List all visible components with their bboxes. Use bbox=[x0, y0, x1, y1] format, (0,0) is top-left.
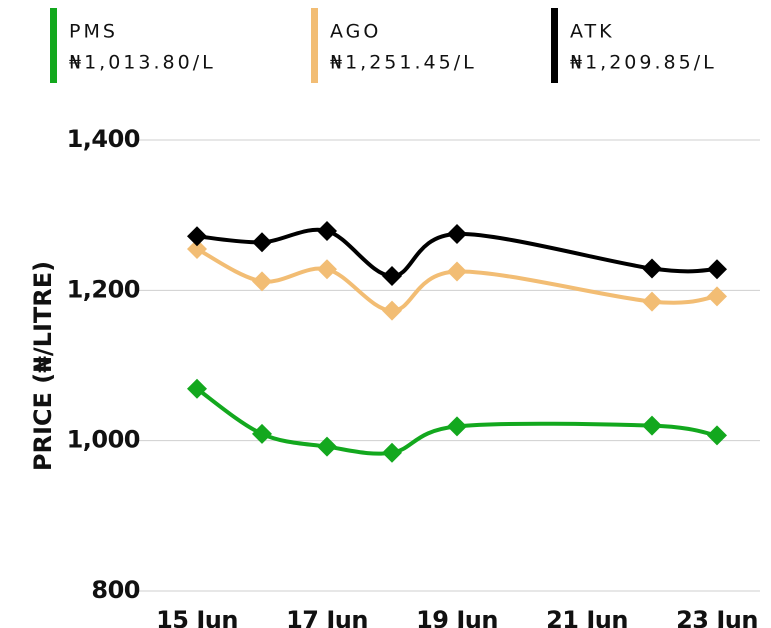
y-tick-label: 1,200 bbox=[67, 275, 140, 303]
marker bbox=[317, 221, 337, 241]
legend-value: ₦1,251.45/L bbox=[330, 52, 477, 74]
legend-label: ATK bbox=[570, 21, 615, 43]
legend-value: ₦1,209.85/L bbox=[570, 52, 717, 74]
legend-swatch bbox=[311, 8, 318, 83]
y-tick-label: 1,000 bbox=[67, 426, 140, 454]
y-axis-title: PRICE (₦/LITRE) bbox=[29, 261, 57, 471]
x-tick-label: 23 Jun bbox=[676, 606, 758, 628]
marker bbox=[252, 232, 272, 252]
y-tick-label: 1,400 bbox=[67, 125, 140, 153]
y-tick-label: 800 bbox=[91, 576, 140, 604]
marker bbox=[382, 443, 402, 463]
marker bbox=[707, 425, 727, 445]
marker bbox=[382, 266, 402, 286]
marker bbox=[317, 437, 337, 457]
marker bbox=[382, 301, 402, 321]
legend-swatch bbox=[551, 8, 558, 83]
legend-value: ₦1,013.80/L bbox=[69, 52, 216, 74]
legend-swatch bbox=[50, 8, 57, 83]
chart: PRICE (₦/LITRE) 800 1,000 1,200 1,400 15 Jun… bbox=[0, 0, 771, 628]
marker bbox=[642, 292, 662, 312]
marker bbox=[707, 259, 727, 279]
marker bbox=[447, 262, 467, 282]
x-tick-label: 17 Jun bbox=[286, 606, 368, 628]
x-tick-label: 19 Jun bbox=[416, 606, 498, 628]
marker bbox=[642, 416, 662, 436]
marker bbox=[642, 259, 662, 279]
marker bbox=[317, 259, 337, 279]
marker bbox=[252, 271, 272, 291]
legend-label: AGO bbox=[330, 21, 381, 43]
legend-label: PMS bbox=[69, 21, 118, 43]
marker bbox=[447, 416, 467, 436]
x-tick-label: 21 Jun bbox=[546, 606, 628, 628]
marker bbox=[187, 226, 207, 246]
marker bbox=[447, 224, 467, 244]
marker bbox=[707, 286, 727, 306]
x-tick-label: 15 Jun bbox=[156, 606, 238, 628]
